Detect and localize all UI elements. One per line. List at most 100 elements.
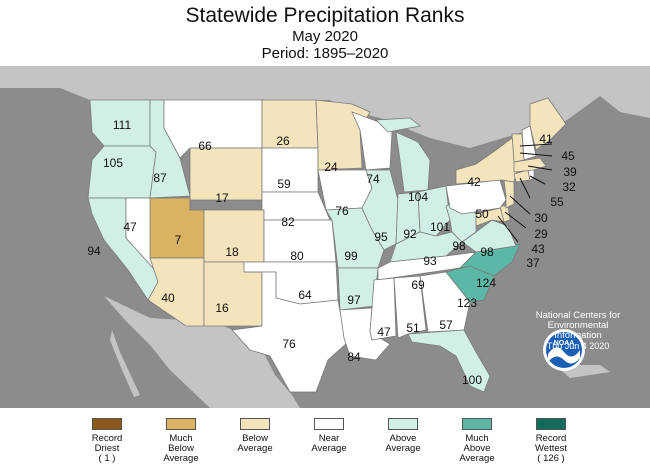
legend-label: Average <box>385 443 421 454</box>
legend: Record Driest ( 1 ) Much Below Average B… <box>0 418 650 475</box>
legend-label: Average <box>459 453 495 464</box>
state-ND <box>261 99 319 149</box>
rank-IN: 92 <box>403 227 417 241</box>
legend-near: Near Average <box>292 418 366 454</box>
rank-NC: 124 <box>476 276 496 290</box>
rank-NE: 82 <box>281 215 295 229</box>
callout-VT <box>519 152 553 157</box>
rank-NM: 16 <box>215 301 229 315</box>
legend-label: Below <box>242 433 268 444</box>
rank-NH: 45 <box>561 149 575 163</box>
callout-lines <box>497 143 553 243</box>
state-AL <box>393 275 427 339</box>
rank-CA: 94 <box>87 244 101 258</box>
legend-swatch-much-above <box>462 418 492 430</box>
rank-WI: 74 <box>366 172 380 186</box>
canada-land <box>0 66 650 148</box>
state-NH <box>521 125 537 161</box>
callout-NJ <box>509 195 531 215</box>
state-FL <box>407 329 491 393</box>
state-IL <box>361 169 399 251</box>
rank-SD: 59 <box>277 177 291 191</box>
rank-GA: 57 <box>439 318 453 332</box>
baja-land <box>110 330 140 397</box>
rank-OK: 64 <box>298 288 312 302</box>
rank-OR: 105 <box>103 156 123 170</box>
rank-RI: 55 <box>550 195 564 209</box>
legend-above: Above Average <box>366 418 440 454</box>
state-ME <box>529 97 567 151</box>
noaa-logo-gull <box>548 347 580 364</box>
rank-labels: 111 105 94 47 87 66 17 7 18 40 16 26 59 … <box>87 118 577 387</box>
rank-LA: 84 <box>347 350 361 364</box>
legend-swatch-record-driest <box>92 418 122 430</box>
title-block: Statewide Precipitation Ranks May 2020 P… <box>0 4 650 62</box>
callout-DE <box>504 211 527 229</box>
legend-much-below: Much Below Average <box>144 418 218 464</box>
legend-swatch-below <box>240 418 270 430</box>
noaa-logo-text: NOAA <box>554 340 575 347</box>
rank-ND: 26 <box>276 134 290 148</box>
map-title: Statewide Precipitation Ranks <box>185 4 465 27</box>
legend-label: Driest <box>94 443 120 454</box>
callout-CT <box>519 177 531 199</box>
legend-swatch-above <box>388 418 418 430</box>
rank-IL: 95 <box>374 230 388 244</box>
mexico-land <box>104 296 300 408</box>
state-NE <box>261 191 331 221</box>
legend-label: Average <box>311 443 347 454</box>
legend-swatch-much-below <box>166 418 196 430</box>
credit-date: Thu Jun 4 2020 <box>546 341 610 351</box>
rank-TX: 76 <box>282 337 296 351</box>
rank-TN: 69 <box>411 278 425 292</box>
credit-line1: National Centers for <box>535 310 621 321</box>
legend-label: Average <box>237 443 273 454</box>
noaa-logo: NOAA <box>543 329 585 371</box>
rank-PA: 50 <box>475 207 489 221</box>
rank-WV: 98 <box>452 239 466 253</box>
rank-CO: 18 <box>225 245 239 259</box>
legend-much-above: Much Above Average <box>440 418 514 464</box>
rank-OH: 101 <box>430 220 450 234</box>
legend-label: Record <box>91 433 123 444</box>
rank-MD: 37 <box>526 256 540 270</box>
rank-UT: 7 <box>175 233 182 247</box>
legend-below: Below Average <box>218 418 292 454</box>
legend-label: Much <box>465 433 489 444</box>
rank-NJ: 29 <box>534 227 548 241</box>
legend-record-driest: Record Driest ( 1 ) <box>70 418 144 464</box>
rank-AZ: 40 <box>161 291 175 305</box>
legend-label: ( 126 ) <box>537 453 565 464</box>
state-DE <box>499 205 511 223</box>
legend-label: Average <box>163 453 199 464</box>
rank-CT: 30 <box>534 211 548 225</box>
us-map: 111 105 94 47 87 66 17 7 18 40 16 26 59 … <box>0 66 650 408</box>
rank-ME: 41 <box>539 132 553 146</box>
rank-NV: 47 <box>123 220 137 234</box>
rank-FL: 100 <box>462 373 482 387</box>
rank-AL: 51 <box>406 321 420 335</box>
rank-AR: 97 <box>347 293 361 307</box>
callout-MD <box>497 215 519 243</box>
rank-MS: 47 <box>377 325 391 339</box>
legend-label: Below <box>168 443 194 454</box>
legend-label: Record <box>535 433 567 444</box>
rank-WY: 17 <box>215 191 229 205</box>
legend-label: ( 1 ) <box>98 453 116 464</box>
rank-WA: 111 <box>113 118 132 132</box>
rank-MT: 66 <box>198 139 212 153</box>
rank-NY: 42 <box>467 175 481 189</box>
rank-MO: 99 <box>344 249 358 263</box>
map-area: 111 105 94 47 87 66 17 7 18 40 16 26 59 … <box>0 66 650 408</box>
credit-line3: Information <box>554 330 602 341</box>
callout-RI <box>529 175 546 185</box>
rank-MN: 24 <box>324 160 338 174</box>
legend-record-wettest: Record Wettest ( 126 ) <box>514 418 588 464</box>
state-TX <box>231 271 349 393</box>
rank-IA: 76 <box>335 204 349 218</box>
callout-NH <box>519 143 553 147</box>
legend-label: Above <box>389 433 417 444</box>
legend-label: Above <box>463 443 491 454</box>
rank-VT: 39 <box>563 165 577 179</box>
rank-KS: 80 <box>290 249 304 263</box>
